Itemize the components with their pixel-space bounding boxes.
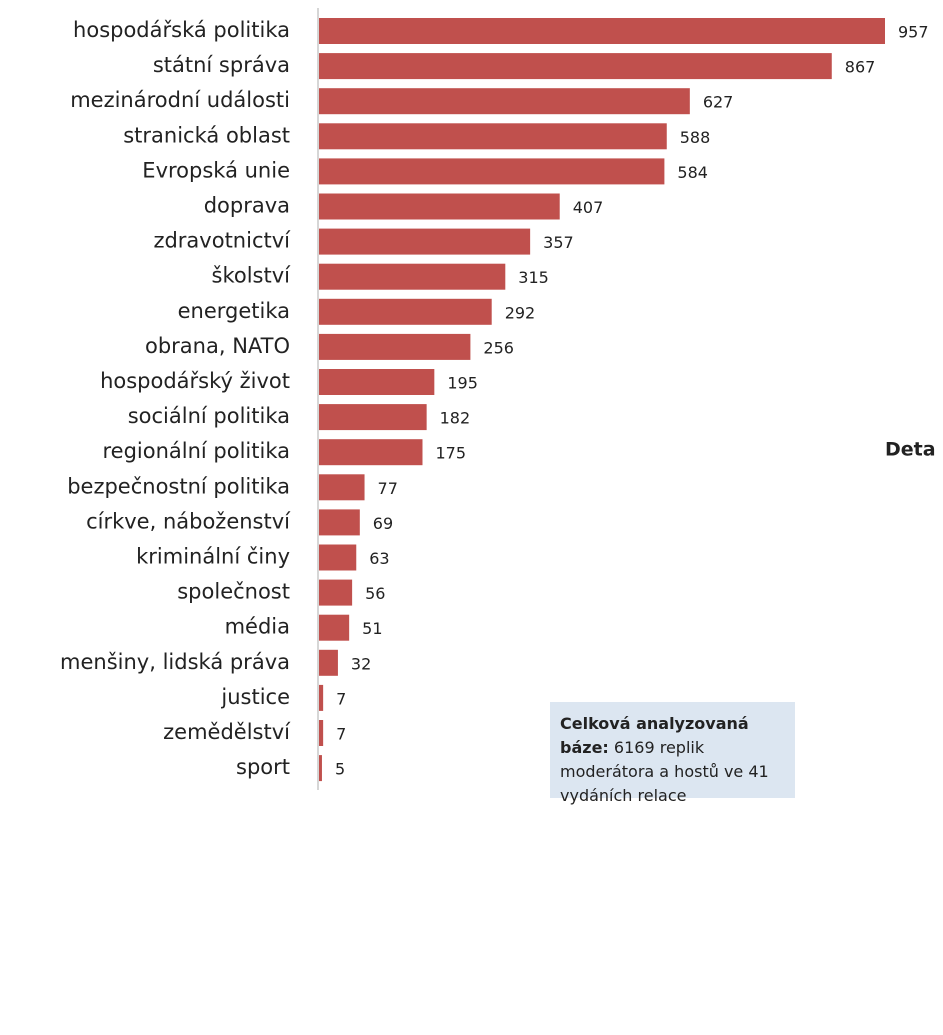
bar bbox=[319, 720, 324, 746]
value-label: 407 bbox=[573, 198, 604, 217]
value-label: 292 bbox=[505, 303, 536, 322]
category-label: společnost bbox=[177, 580, 290, 604]
value-label: 182 bbox=[440, 409, 471, 428]
bar bbox=[319, 649, 338, 676]
value-label: 56 bbox=[365, 584, 385, 603]
category-label: justice bbox=[220, 685, 290, 709]
value-label: 867 bbox=[845, 58, 876, 77]
bar bbox=[319, 228, 531, 255]
bar bbox=[319, 18, 885, 44]
value-label: 627 bbox=[703, 93, 734, 112]
bar bbox=[319, 193, 560, 220]
value-label: 315 bbox=[518, 268, 549, 287]
category-label: hospodářský život bbox=[100, 369, 290, 393]
bar bbox=[319, 333, 471, 360]
category-label: sociální politika bbox=[128, 404, 290, 428]
bar bbox=[319, 755, 322, 782]
category-label: stranická oblast bbox=[123, 123, 290, 147]
value-label: 32 bbox=[351, 654, 371, 673]
value-label: 256 bbox=[483, 338, 514, 357]
value-label: 5 bbox=[335, 760, 345, 779]
annotation: Celková analyzovaná báze: 6169 replik mo… bbox=[550, 702, 795, 805]
category-label: hospodářská politika bbox=[73, 18, 290, 42]
category-label: státní správa bbox=[153, 53, 290, 77]
side-text: Deta bbox=[885, 439, 936, 461]
bar bbox=[319, 298, 492, 325]
bar bbox=[319, 544, 357, 571]
category-label: církve, náboženství bbox=[86, 509, 291, 533]
value-label: 588 bbox=[680, 128, 711, 147]
bar bbox=[319, 439, 423, 466]
category-label: regionální politika bbox=[102, 439, 290, 463]
category-label: menšiny, lidská práva bbox=[60, 650, 290, 674]
category-label: sport bbox=[236, 755, 290, 779]
bar bbox=[319, 263, 506, 290]
category-label: energetika bbox=[178, 299, 290, 323]
value-label: 357 bbox=[543, 233, 574, 252]
value-label: 77 bbox=[378, 479, 398, 498]
bar bbox=[319, 404, 427, 431]
value-label: 7 bbox=[336, 725, 346, 744]
value-label: 957 bbox=[898, 23, 929, 42]
value-label: 69 bbox=[373, 514, 393, 533]
category-label: bezpečnostní politika bbox=[67, 474, 290, 498]
bar bbox=[319, 614, 350, 641]
value-label: 51 bbox=[362, 619, 382, 638]
category-label: školství bbox=[212, 264, 292, 288]
category-label: zemědělství bbox=[163, 720, 291, 744]
category-label: obrana, NATO bbox=[145, 334, 290, 358]
category-label: kriminální činy bbox=[136, 545, 290, 569]
bar bbox=[319, 369, 435, 395]
value-label: 584 bbox=[677, 163, 708, 182]
bar bbox=[319, 509, 360, 536]
bar bbox=[319, 474, 365, 501]
annotation-bold: Celková analyzovaná báze: bbox=[560, 714, 749, 757]
value-label: 63 bbox=[369, 549, 389, 568]
bar bbox=[319, 684, 324, 711]
value-label: 175 bbox=[436, 444, 467, 463]
bar bbox=[319, 53, 832, 80]
bar bbox=[319, 579, 353, 606]
category-label: doprava bbox=[204, 194, 290, 218]
value-label: 195 bbox=[447, 374, 478, 393]
category-label: mezinárodní události bbox=[70, 88, 290, 112]
category-label: média bbox=[225, 615, 290, 639]
category-label: zdravotnictví bbox=[153, 229, 291, 253]
annotation-text: 6169 replik moderátora a hostů ve 41 vyd… bbox=[560, 738, 769, 805]
bar bbox=[319, 158, 665, 185]
value-label: 7 bbox=[336, 689, 346, 708]
bar bbox=[319, 123, 667, 150]
bar bbox=[319, 88, 690, 115]
category-label: Evropská unie bbox=[142, 158, 290, 182]
